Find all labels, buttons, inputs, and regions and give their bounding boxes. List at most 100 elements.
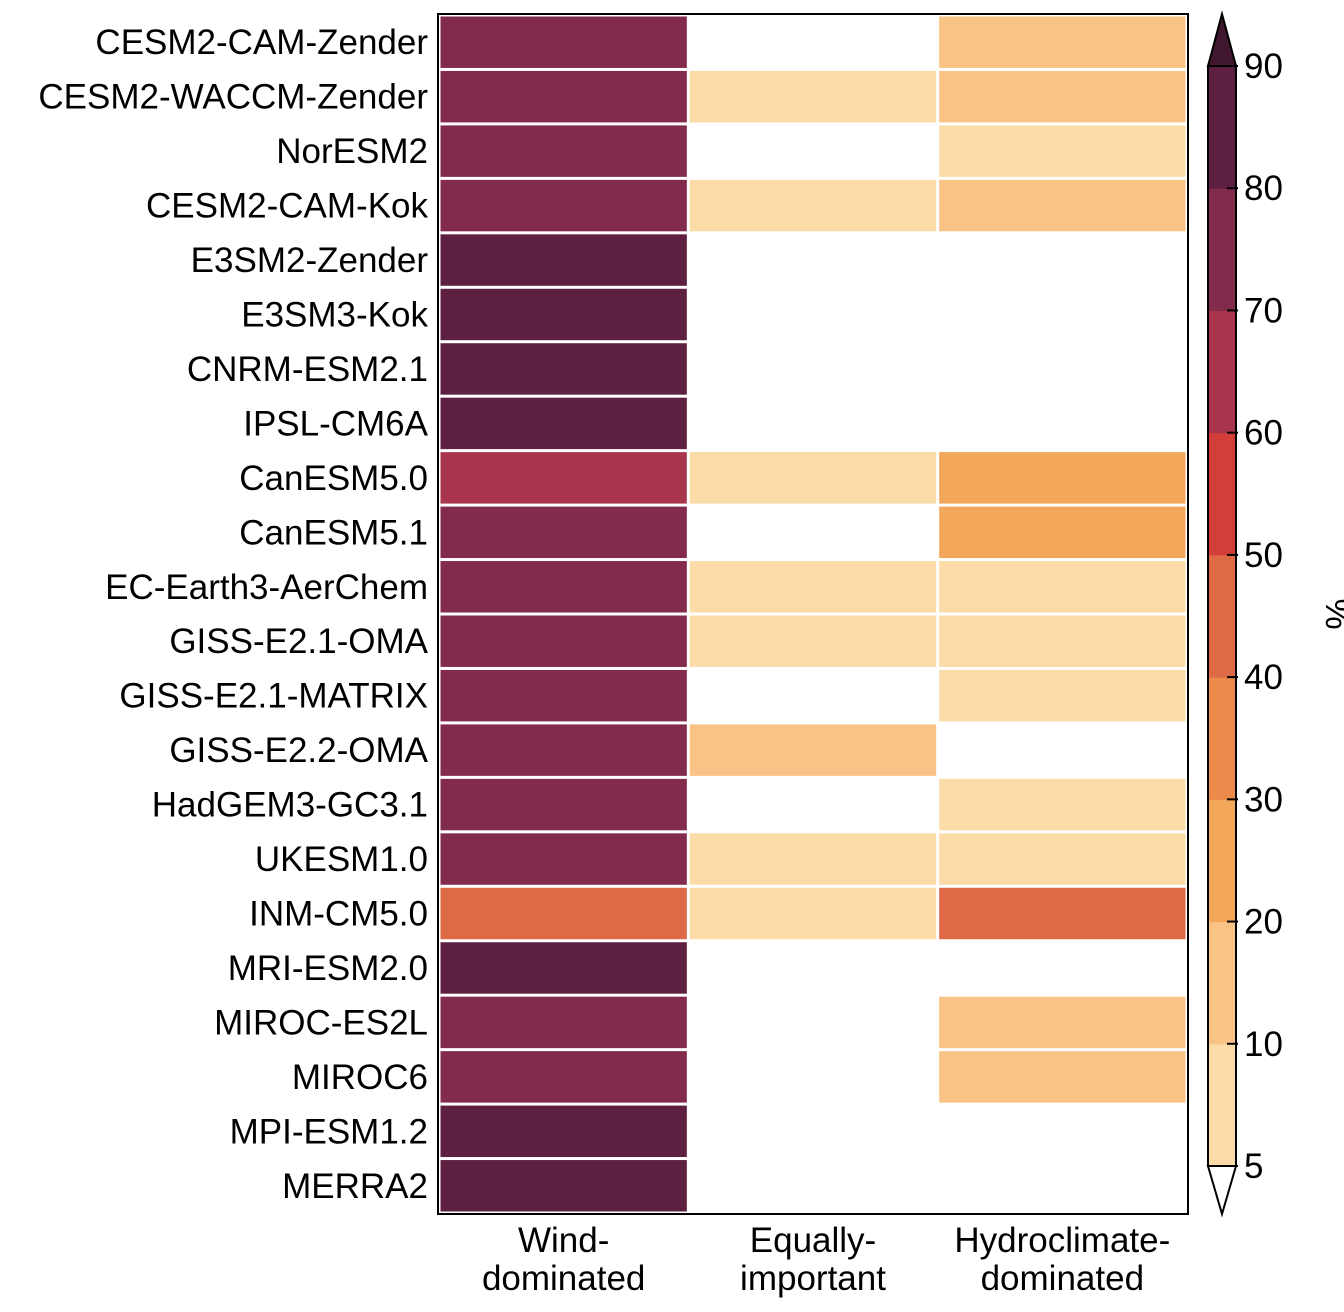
row-label: E3SM2-Zender [191,241,429,280]
plot-frame [437,13,1189,1215]
colorbar-segment [1208,921,1236,1045]
heatmap-cell [689,724,937,776]
row-labels: CESM2-CAM-Zender CESM2-WACCM-Zender NorESM… [38,23,428,1206]
column-label: dominated [981,1259,1144,1298]
heatmap-cell [440,561,687,613]
heatmap-cell [440,288,687,341]
row-label: MERRA2 [282,1167,428,1206]
heatmap-cell [939,778,1186,831]
heatmap-cell [440,397,687,450]
heatmap-cell [689,615,937,667]
heatmap-cell [689,179,937,232]
row-label: CNRM-ESM2.1 [187,350,428,389]
heatmap-cell [440,70,687,123]
column-label: Equally- [750,1221,876,1260]
heatmap-cell [440,125,687,177]
colorbar-tick-label: 50 [1244,536,1283,575]
heatmap-cell [939,561,1186,613]
colorbar-outline [1207,65,1237,1167]
colorbar-tick-label: 30 [1244,780,1283,819]
heatmap-cell [440,833,687,885]
colorbar: 5 10 20 30 40 50 60 70 80 90 [1206,10,1283,1218]
row-label: INM-CM5.0 [249,895,428,934]
heatmap-cell [440,343,687,395]
column-labels: Wind-dominated Equally-important Hydroclim… [482,1221,1170,1298]
row-label: CESM2-CAM-Zender [95,23,428,62]
column-label: dominated [482,1259,645,1298]
heatmap-cell [939,833,1186,885]
heatmap-cell [440,724,687,776]
colorbar-tick-label: 5 [1244,1147,1263,1186]
column-label: important [740,1259,886,1298]
row-label: MPI-ESM1.2 [230,1112,428,1151]
row-label: GISS-E2.1-OMA [169,622,428,661]
colorbar-segment [1208,554,1236,678]
heatmap-cell [939,70,1186,123]
colorbar-segment [1208,188,1236,311]
heatmap-cell [440,887,687,940]
heatmap-cell [689,452,937,504]
colorbar-tick-label: 70 [1244,291,1283,330]
colorbar-segment [1208,1043,1236,1167]
heatmap-cell [440,506,687,559]
row-label: CanESM5.0 [239,459,428,498]
heatmap-cell [440,234,687,286]
row-label: CanESM5.1 [239,513,428,552]
heatmap-cell [939,506,1186,559]
colorbar-tick-label: 60 [1244,414,1283,453]
colorbar-segment [1208,677,1236,800]
heatmap-cell [440,1160,687,1212]
heatmap-cell [440,778,687,831]
row-label: CESM2-WACCM-Zender [38,78,428,117]
colorbar-segment [1208,432,1236,556]
row-label: HadGEM3-GC3.1 [152,786,428,825]
colorbar-extend-max [1206,10,1238,67]
row-label: GISS-E2.2-OMA [169,731,428,770]
heatmap-cell [440,669,687,722]
colorbar-segment [1208,799,1236,923]
row-label: MRI-ESM2.0 [228,949,428,988]
heatmap-cell [440,452,687,504]
heatmap-cell [939,887,1186,940]
heatmap-cell [939,1051,1186,1103]
heatmap-cell [689,833,937,885]
colorbar-tick-label: 80 [1244,169,1283,208]
heatmap-cell [939,125,1186,177]
colorbar-label: % [1318,598,1344,629]
heatmap-cell [440,615,687,667]
heatmap-cell [939,996,1186,1049]
heatmap-cell [440,1105,687,1158]
colorbar-extend-min [1206,1165,1238,1218]
heatmap-cell [939,452,1186,504]
heatmap-cell [689,70,937,123]
colorbar-segment [1208,310,1236,434]
column-label: Hydroclimate- [954,1221,1170,1260]
heatmap-cell [689,887,937,940]
heatmap-cell [939,669,1186,722]
heatmap-cell [440,179,687,232]
colorbar-tick-label: 40 [1244,658,1283,697]
row-label: E3SM3-Kok [241,296,428,335]
heatmap-cell [939,16,1186,68]
heatmap-cell [689,561,937,613]
heatmap-cell [440,1051,687,1103]
heatmap-cell [440,942,687,994]
colorbar-tick-label: 20 [1244,903,1283,942]
row-label: MIROC-ES2L [214,1003,428,1042]
heatmap-cell [440,996,687,1049]
row-label: CESM2-CAM-Kok [146,187,428,226]
heatmap-cells [440,16,1186,1212]
row-label: EC-Earth3-AerChem [105,568,428,607]
row-label: UKESM1.0 [255,840,428,879]
heatmap-cell [939,179,1186,232]
colorbar-tick-label: 90 [1244,47,1283,86]
heatmap-cell [939,615,1186,667]
column-label: Wind- [518,1221,609,1260]
row-label: MIROC6 [292,1058,428,1097]
colorbar-tick-label: 10 [1244,1025,1283,1064]
row-label: GISS-E2.1-MATRIX [119,677,428,716]
row-label: NorESM2 [276,132,428,171]
colorbar-segment [1208,66,1236,189]
row-label: IPSL-CM6A [243,404,428,443]
